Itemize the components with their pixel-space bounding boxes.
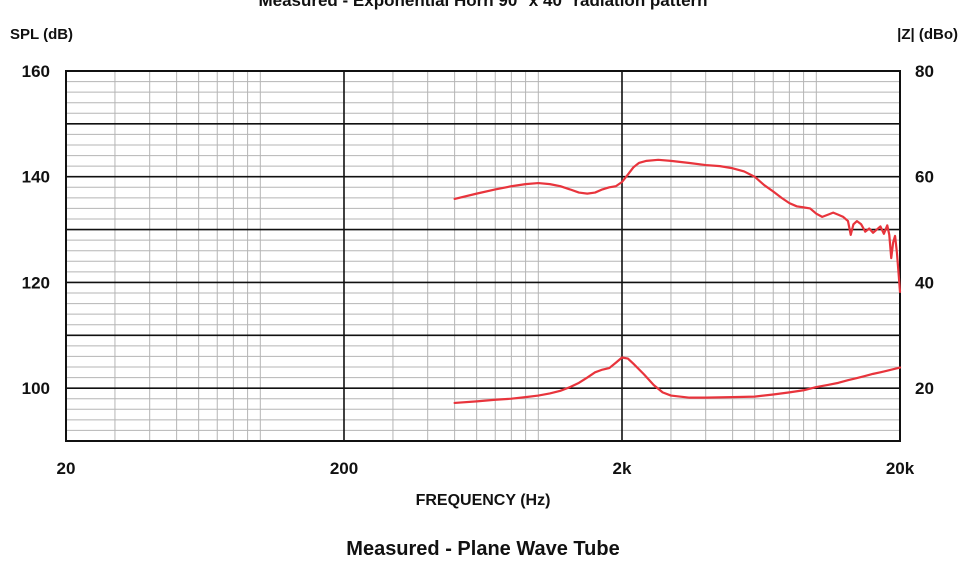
y-left-tick-label: 160 — [22, 62, 50, 81]
y-right-tick-label: 40 — [915, 273, 934, 292]
chart-caption: Measured - Plane Wave Tube — [346, 538, 619, 560]
x-axis-label: FREQUENCY (Hz) — [416, 492, 551, 509]
y-left-axis-label: SPL (dB) — [10, 26, 73, 43]
grid-minor — [66, 71, 900, 441]
y-right-axis-label: |Z| (dBo) — [897, 26, 958, 43]
y-right-tick-label: 80 — [915, 62, 934, 81]
y-left-ticks: 100 120 140 160 — [22, 62, 50, 398]
y-left-tick-label: 120 — [22, 273, 50, 292]
x-tick-label: 20 — [57, 459, 76, 478]
y-left-tick-label: 100 — [22, 379, 50, 398]
y-left-tick-label: 140 — [22, 168, 50, 187]
y-right-ticks: 20 40 60 80 — [915, 62, 934, 398]
plot-frame — [65, 70, 901, 442]
y-right-tick-label: 60 — [915, 168, 934, 187]
x-tick-label: 20k — [886, 459, 915, 478]
series-line-2 — [453, 356, 902, 405]
series-lines — [453, 158, 902, 405]
chart-title: Measured - Exponential Horn 90° x 40° ra… — [258, 0, 707, 10]
x-tick-label: 2k — [613, 459, 632, 478]
y-right-tick-label: 20 — [915, 379, 934, 398]
x-tick-label: 200 — [330, 459, 358, 478]
grid-major — [66, 71, 900, 441]
x-ticks: 20 200 2k 20k — [57, 459, 915, 478]
series-line-1 — [453, 158, 902, 294]
